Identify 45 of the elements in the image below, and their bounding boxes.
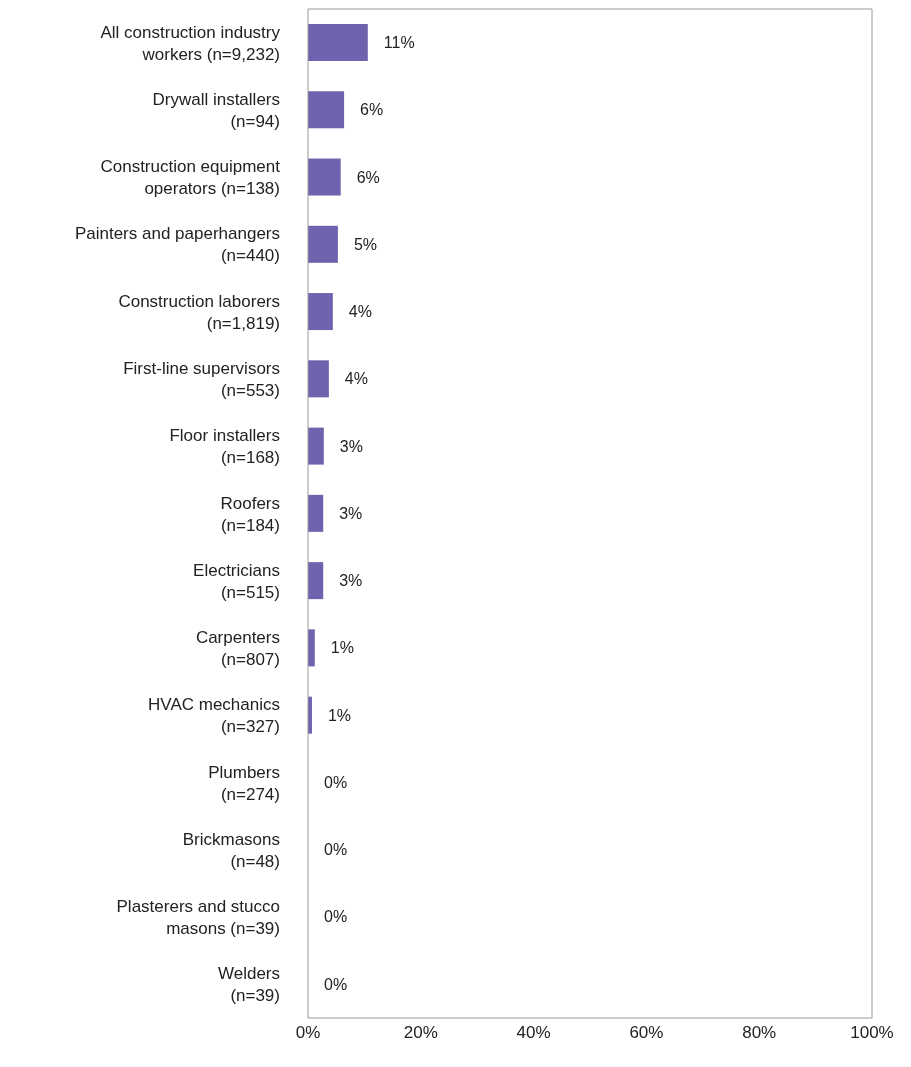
- data-label: 3%: [339, 437, 363, 455]
- y-tick-label: Roofers (n=184): [220, 493, 280, 534]
- y-tick-label: Floor installers (n=168): [169, 425, 280, 467]
- y-tick-label: Carpenters (n=807): [195, 627, 280, 669]
- y-tick-label: Painters and paperhangers (n=440): [74, 223, 280, 265]
- data-label: 6%: [360, 101, 384, 119]
- x-tick-label: 20%: [403, 1023, 438, 1043]
- data-label: 0%: [324, 975, 348, 993]
- bar: [308, 562, 324, 600]
- data-label: 5%: [353, 235, 378, 253]
- x-tick-label: 40%: [516, 1023, 551, 1043]
- data-label: 0%: [324, 908, 348, 926]
- bar: [308, 427, 324, 465]
- y-tick-label: All construction industry workers (n=9,232): [100, 22, 281, 64]
- x-tick-label: 100%: [850, 1023, 894, 1043]
- x-tick-label: 60%: [629, 1023, 664, 1043]
- y-tick-label: Electricians (n=515): [193, 560, 280, 602]
- data-label: 11%: [383, 34, 415, 51]
- y-tick-label: Welders (n=39): [217, 963, 280, 1005]
- bar: [308, 494, 324, 532]
- y-tick-label: Plasterers and stucco masons (n=39): [116, 896, 280, 938]
- y-tick-label: First-line supervisors (n=553): [123, 358, 280, 400]
- bar: [308, 360, 329, 398]
- y-tick-label: HVAC mechanics (n=327): [148, 694, 280, 736]
- data-label: 0%: [324, 841, 348, 859]
- bar: [308, 24, 368, 61]
- y-tick-label: Construction laborers (n=1,819): [118, 291, 280, 333]
- bar: [308, 158, 341, 196]
- bar: [308, 293, 333, 331]
- data-label: 1%: [327, 706, 352, 724]
- bar: [308, 225, 338, 263]
- y-tick-label: Brickmasons (n=48): [182, 829, 280, 871]
- data-label: 4%: [344, 370, 368, 388]
- x-tick-label: 0%: [295, 1023, 321, 1043]
- data-label: 3%: [339, 572, 363, 590]
- y-tick-label: Construction equipment operators (n=138): [100, 156, 281, 198]
- data-label: 1%: [330, 639, 354, 657]
- y-tick-label: Plumbers (n=274): [208, 762, 280, 804]
- x-tick-label: 80%: [742, 1023, 777, 1043]
- data-label: 3%: [339, 504, 363, 522]
- data-label: 4%: [348, 303, 372, 321]
- data-label: 0%: [324, 773, 348, 791]
- bar: [308, 91, 345, 129]
- y-tick-label: Drywall installers (n=94): [152, 89, 280, 131]
- data-label: 6%: [356, 168, 380, 186]
